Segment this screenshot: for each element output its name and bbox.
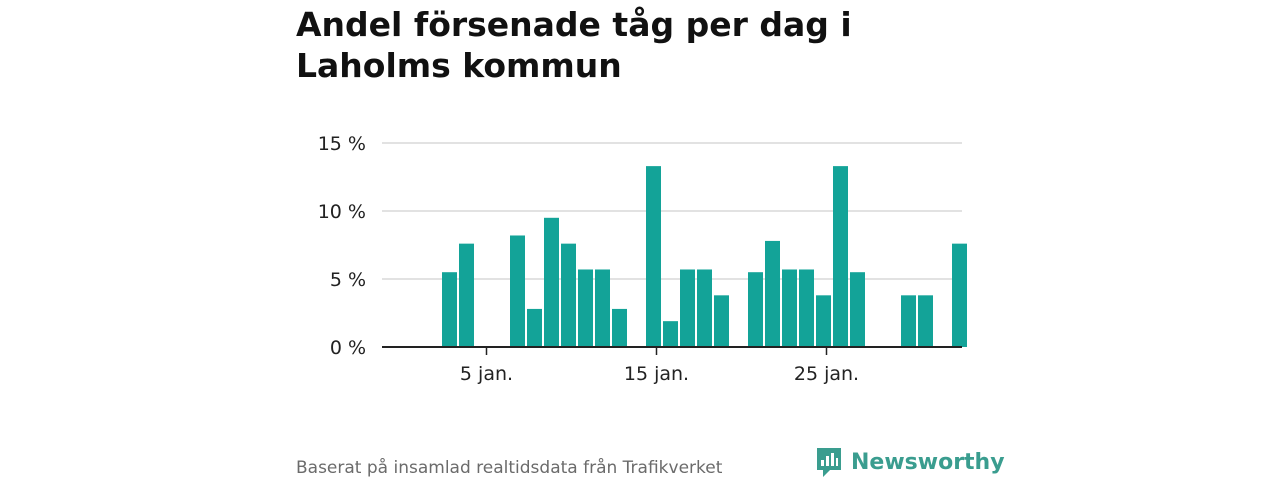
bar [459,243,474,347]
x-tick-label: 25 jan. [794,363,859,385]
y-tick-label: 10 % [318,201,366,223]
bar [816,295,831,347]
bar [544,217,559,347]
axes: 0 % 5 % 10 % 15 % 5 jan. 15 jan. 25 jan. [318,133,962,385]
bar [663,321,678,347]
bar [850,272,865,347]
bar [748,272,763,347]
bars [442,166,967,347]
bar [901,295,916,347]
bar [646,166,661,347]
newsworthy-logo: Newsworthy [815,446,1005,478]
bar [918,295,933,347]
bar [799,269,814,347]
source-note: Baserat på insamlad realtidsdata från Tr… [296,458,723,478]
bar [612,308,627,347]
bar [510,235,525,347]
bar-chart-logo-icon [817,448,841,477]
y-tick-label: 15 % [318,133,366,155]
bar [595,269,610,347]
bar [697,269,712,347]
bar [561,243,576,347]
y-tick-label: 5 % [330,269,366,291]
x-tick-label: 15 jan. [624,363,689,385]
x-tick-label: 5 jan. [460,363,513,385]
bar [952,243,967,347]
bar [714,295,729,347]
bar [765,240,780,347]
bar [833,166,848,347]
brand-name: Newsworthy [851,449,1005,475]
bar [527,308,542,347]
y-tick-label: 0 % [330,337,366,359]
bar [680,269,695,347]
grid-lines [382,142,962,280]
bar [578,269,593,347]
bar [442,272,457,347]
chart-title: Andel försenade tåg per dag i Laholms ko… [296,5,852,85]
bar [782,269,797,347]
